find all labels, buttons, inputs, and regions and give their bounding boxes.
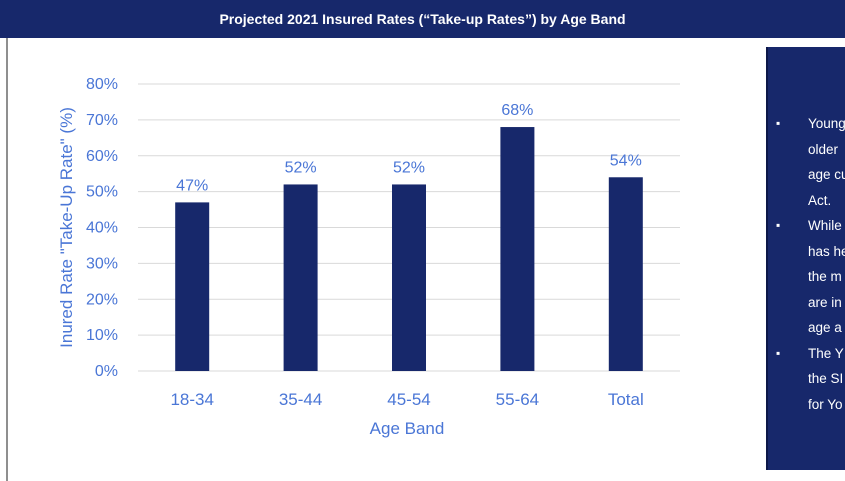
bar — [392, 184, 426, 371]
bar — [175, 202, 210, 371]
x-tick-label: 45-54 — [387, 390, 430, 409]
bar — [500, 127, 535, 371]
bar — [608, 177, 643, 371]
y-tick-label: 80% — [86, 76, 118, 93]
bullet-icon: ▪ — [776, 116, 781, 130]
y-tick-label: 20% — [86, 291, 118, 308]
left-divider — [6, 38, 8, 481]
y-tick-label: 60% — [86, 148, 118, 165]
y-tick-label: 70% — [86, 112, 118, 129]
bullet-text-line: older — [808, 141, 839, 157]
y-tick-label: 30% — [86, 255, 118, 272]
bullet-icon: ▪ — [776, 345, 781, 360]
bullet-text-line: are in — [808, 294, 842, 310]
x-tick-label: 35-44 — [279, 390, 322, 409]
chart-title: Projected 2021 Insured Rates (“Take-up R… — [219, 11, 626, 27]
y-tick-label: 0% — [95, 363, 118, 380]
commentary-bullet: ▪ Young older age cu Act. — [776, 111, 845, 213]
bar-chart: 0% 10% 20% 30% 40% 50% 60% 70% 80% 47% 18-34 52% 35-… — [57, 76, 680, 438]
commentary-panel: ▪ Young older age cu Act. ▪ While has he the m ar… — [766, 47, 845, 470]
bullet-text-line: age a — [808, 320, 842, 335]
bullet-text-line: Young — [808, 116, 845, 131]
bar — [283, 184, 318, 371]
y-axis-title: Inured Rate "Take-Up Rate" (%) — [57, 107, 76, 348]
bullet-text-line: The Y — [808, 345, 844, 361]
bullet-icon: ▪ — [776, 218, 781, 232]
bullet-text-line: While — [808, 218, 842, 233]
data-label: 54% — [610, 152, 642, 169]
bullet-text-line: the SI — [808, 371, 844, 386]
data-label: 52% — [285, 159, 317, 176]
bullet-text-line: Act. — [808, 192, 832, 208]
y-tick-label: 40% — [86, 220, 118, 237]
x-tick-label: Total — [608, 390, 644, 409]
x-tick-label: 55-64 — [496, 390, 539, 409]
data-label: 68% — [501, 102, 533, 119]
bullet-text-line: for Yo — [808, 396, 843, 412]
y-tick-label: 50% — [86, 184, 118, 201]
chart-title-bar: Projected 2021 Insured Rates (“Take-up R… — [0, 0, 845, 38]
bullet-text-line: the m — [808, 269, 842, 284]
data-label: 47% — [176, 177, 208, 194]
commentary-bullet: ▪ The Y the SI for Yo — [776, 341, 845, 418]
y-tick-label: 10% — [86, 327, 118, 344]
commentary-bullet: ▪ While has he the m are in age a — [776, 213, 845, 341]
bullet-text-line: has he — [808, 243, 845, 259]
data-label: 52% — [393, 159, 425, 176]
commentary-list: ▪ Young older age cu Act. ▪ While has he the m ar… — [776, 111, 845, 417]
bullet-text-line: age cu — [808, 167, 845, 182]
x-axis-title: Age Band — [370, 419, 445, 438]
x-tick-label: 18-34 — [170, 390, 213, 409]
